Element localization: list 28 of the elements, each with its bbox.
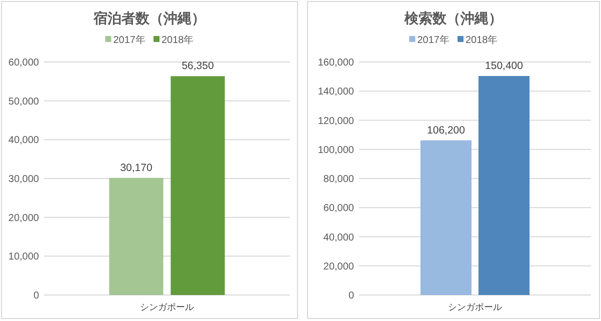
y-tick-label: 10,000 — [8, 252, 40, 263]
y-tick-label: 60,000 — [8, 58, 40, 68]
data-label: 106,200 — [427, 124, 466, 136]
x-tick-label: シンガポール — [140, 302, 194, 312]
y-tick-label: 30,000 — [8, 174, 40, 185]
y-tick-label: 40,000 — [8, 135, 40, 146]
chart-title: 検索数（沖縄） — [404, 10, 502, 26]
x-tick-label: シンガポール — [448, 302, 502, 312]
legend-label: 2018年 — [162, 34, 194, 46]
data-label: 56,350 — [182, 60, 214, 72]
chart-title: 宿泊者数（沖縄） — [92, 10, 206, 26]
legend-label: 2018年 — [466, 34, 498, 46]
data-label: 30,170 — [120, 162, 152, 174]
y-tick-label: 50,000 — [8, 96, 40, 108]
y-tick-label: 120,000 — [318, 116, 354, 127]
y-tick-label: 60,000 — [323, 203, 354, 214]
legend-label: 2017年 — [113, 34, 146, 46]
legend-label: 2017年 — [417, 34, 450, 46]
y-tick-label: 0 — [348, 290, 354, 302]
y-tick-label: 160,000 — [318, 58, 354, 68]
y-tick-label: 140,000 — [318, 86, 354, 98]
y-tick-label: 40,000 — [323, 232, 354, 244]
data-label: 150,400 — [485, 60, 524, 72]
y-tick-label: 0 — [33, 290, 40, 302]
y-tick-label: 100,000 — [318, 144, 354, 156]
y-tick-label: 20,000 — [8, 212, 40, 224]
y-tick-label: 20,000 — [323, 261, 354, 272]
y-tick-label: 80,000 — [323, 174, 354, 185]
